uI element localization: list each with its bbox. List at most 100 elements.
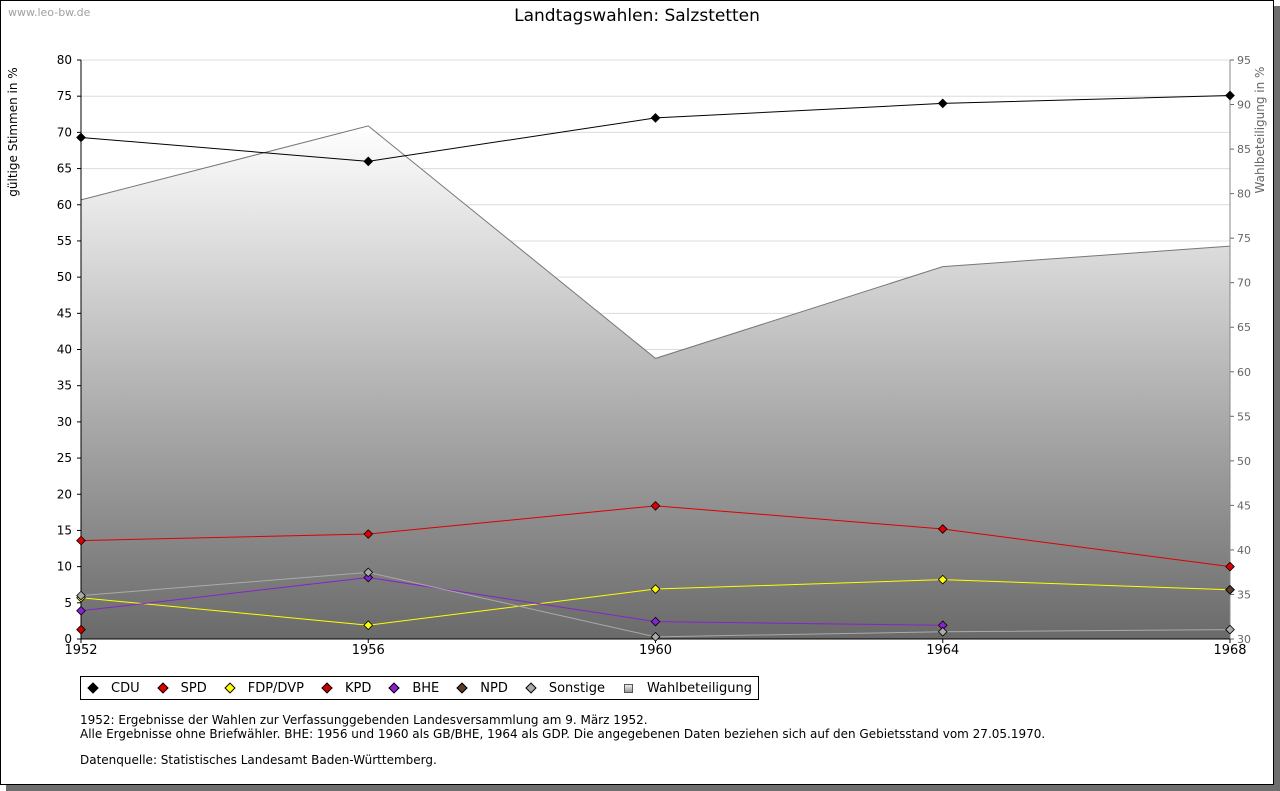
point-sonstige-1960 [650,631,661,642]
legend-marker-kpd [321,682,333,694]
legend-label-fdp-dvp: FDP/DVP [247,680,304,696]
x-tick-label: 1968 [1213,643,1246,658]
point-cdu-1952 [76,132,86,143]
point-cdu-1968 [1225,90,1235,101]
point-sonstige-1964 [937,626,948,637]
legend-label-sonstige: Sonstige [548,680,606,696]
legend-item-npd: NPD [456,680,508,696]
y2-tick-label: 50 [1237,455,1251,468]
legend-marker-sonstige [525,682,537,694]
series-points [76,90,1235,642]
y-tick-label: 0 [64,632,72,646]
y-tick-label: 60 [57,198,72,212]
turnout-line [80,125,1231,359]
chart-title: Landtagswahlen: Salzstetten [514,6,760,26]
y-tick-label: 75 [57,89,72,103]
y-tick-label: 15 [57,523,72,537]
y-tick-label: 25 [57,451,72,465]
y2-tick-label: 90 [1237,99,1251,112]
legend-item-kpd: KPD [321,680,372,696]
legend-item-spd: SPD [156,680,207,696]
frame-shadow-bottom [6,785,1280,791]
y-tick-label: 80 [57,53,72,67]
axes: 0 5 10 15 20 25 30 35 40 45 50 55 60 65 70 75 80 30 35 40 45… [57,53,1251,658]
data-source: Datenquelle: Statistisches Landesamt Bad… [80,753,437,767]
footnote-1952: 1952: Ergebnisse der Wahlen zur Verfassu… [80,713,648,727]
frame-shadow-right [1274,6,1280,791]
legend-item-wahlbeteiligung: Wahlbeteiligung [624,681,752,696]
turnout-fill [81,125,1230,639]
watermark: www.leo-bw.de [8,6,91,19]
point-sonstige-1952 [76,590,86,601]
point-fdp-dvp-1956 [363,620,374,631]
point-cdu-1964 [937,98,948,109]
legend-marker-spd [156,682,169,694]
legend-label-wahlbeteiligung: Wahlbeteiligung [647,680,753,696]
legend-marker-wahlbeteiligung [624,683,634,693]
point-bhe-1956 [363,572,374,583]
y2-tick-label: 60 [1237,366,1251,379]
legend-marker-fdp-dvp [224,682,236,694]
y2-tick-label: 30 [1237,633,1251,646]
legend-marker-npd [456,682,468,694]
point-spd-1964 [937,524,948,534]
x-tick-label: 1960 [639,643,672,658]
point-sonstige-1968 [1225,624,1235,635]
y2-tick-label: 95 [1237,54,1251,67]
y-tick-label: 30 [57,415,72,429]
y2-tick-label: 75 [1237,232,1251,245]
x-tick-label: 1952 [64,643,97,658]
point-bhe-1960 [650,616,661,627]
legend-item-cdu: CDU [87,680,140,696]
y-axis-label: gültige Stimmen in % [6,67,20,196]
legend-label-spd: SPD [180,680,207,696]
y2-tick-label: 70 [1237,277,1251,290]
y-tick-label: 20 [57,487,72,501]
legend-item-fdp-dvp: FDP/DVP [224,680,304,696]
legend-label-npd: NPD [480,680,508,696]
point-kpd-1952 [76,624,86,635]
point-spd-1952 [76,535,86,546]
legend: CDU SPD FDP/DVP KPD BHE NPD Sonstige Wahlbeteil… [80,676,760,700]
point-bhe-1952 [76,605,86,616]
y-tick-label: 70 [57,125,72,139]
y2-tick-label: 80 [1237,188,1251,201]
legend-marker-cdu [87,682,99,694]
point-sonstige-1956 [363,567,374,578]
y2-axis-label: Wahlbeteiligung in % [1253,67,1267,194]
legend-label-cdu: CDU [111,680,140,696]
x-tick-label: 1964 [926,643,959,658]
x-tick-label: 1956 [352,643,385,658]
turnout-area [80,125,1231,639]
point-spd-1968 [1225,561,1235,572]
footnotes: 1952: Ergebnisse der Wahlen zur Verfassu… [80,713,1045,767]
legend-item-bhe: BHE [388,680,440,696]
line-bhe [80,576,943,626]
y2-tick-label: 65 [1237,321,1251,334]
y2-tick-label: 45 [1237,499,1251,512]
legend-label-kpd: KPD [344,680,372,696]
legend-marker-bhe [388,682,400,694]
point-npd-1968 [1225,584,1235,595]
point-fdp-dvp-1960 [650,584,661,594]
y-tick-label: 40 [57,343,72,357]
y-tick-label: 50 [57,270,72,284]
y2-tick-label: 40 [1237,544,1251,557]
y-tick-label: 10 [57,560,72,574]
legend-item-sonstige: Sonstige [525,680,606,696]
point-cdu-1960 [650,113,661,123]
legend-label-bhe: BHE [412,680,440,696]
point-spd-1960 [650,500,661,511]
line-cdu [80,94,1231,162]
point-cdu-1956 [363,156,374,167]
y-tick-label: 45 [57,306,72,320]
y-tick-label: 65 [57,162,72,176]
y2-tick-label: 55 [1237,410,1251,423]
y2-tick-label: 35 [1237,588,1251,601]
y-tick-label: 35 [57,379,72,393]
point-fdp-dvp-1964 [937,574,948,585]
y-tick-label: 5 [64,596,72,610]
y-tick-label: 55 [57,234,72,248]
footnote-general: Alle Ergebnisse ohne Briefwähler. BHE: 1… [80,727,1046,741]
